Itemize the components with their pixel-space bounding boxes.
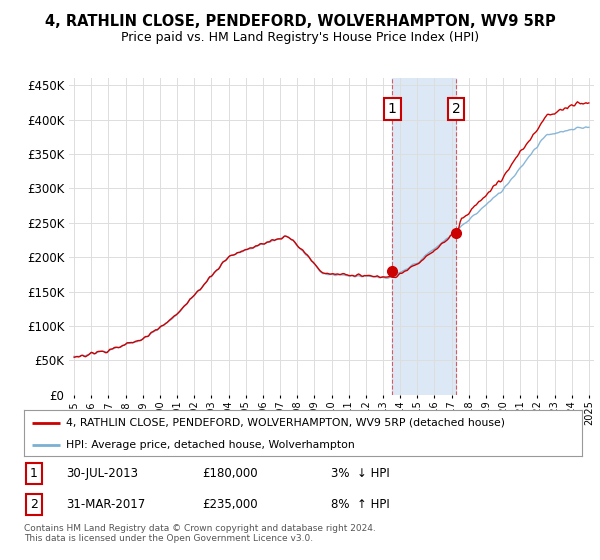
Text: HPI: Average price, detached house, Wolverhampton: HPI: Average price, detached house, Wolv…: [66, 440, 355, 450]
Text: 1: 1: [388, 102, 397, 116]
Bar: [392, 78, 456, 395]
Text: 2: 2: [452, 102, 460, 116]
Text: 3%  ↓ HPI: 3% ↓ HPI: [331, 467, 389, 480]
Text: 1: 1: [30, 467, 38, 480]
Text: 4, RATHLIN CLOSE, PENDEFORD, WOLVERHAMPTON, WV9 5RP: 4, RATHLIN CLOSE, PENDEFORD, WOLVERHAMPT…: [44, 14, 556, 29]
Text: Contains HM Land Registry data © Crown copyright and database right 2024.
This d: Contains HM Land Registry data © Crown c…: [24, 524, 376, 543]
Text: 30-JUL-2013: 30-JUL-2013: [66, 467, 138, 480]
Text: 31-MAR-2017: 31-MAR-2017: [66, 498, 145, 511]
Text: £235,000: £235,000: [203, 498, 258, 511]
Text: 4, RATHLIN CLOSE, PENDEFORD, WOLVERHAMPTON, WV9 5RP (detached house): 4, RATHLIN CLOSE, PENDEFORD, WOLVERHAMPT…: [66, 418, 505, 428]
Text: 2: 2: [30, 498, 38, 511]
Text: 8%  ↑ HPI: 8% ↑ HPI: [331, 498, 389, 511]
Text: £180,000: £180,000: [203, 467, 258, 480]
Text: Price paid vs. HM Land Registry's House Price Index (HPI): Price paid vs. HM Land Registry's House …: [121, 31, 479, 44]
